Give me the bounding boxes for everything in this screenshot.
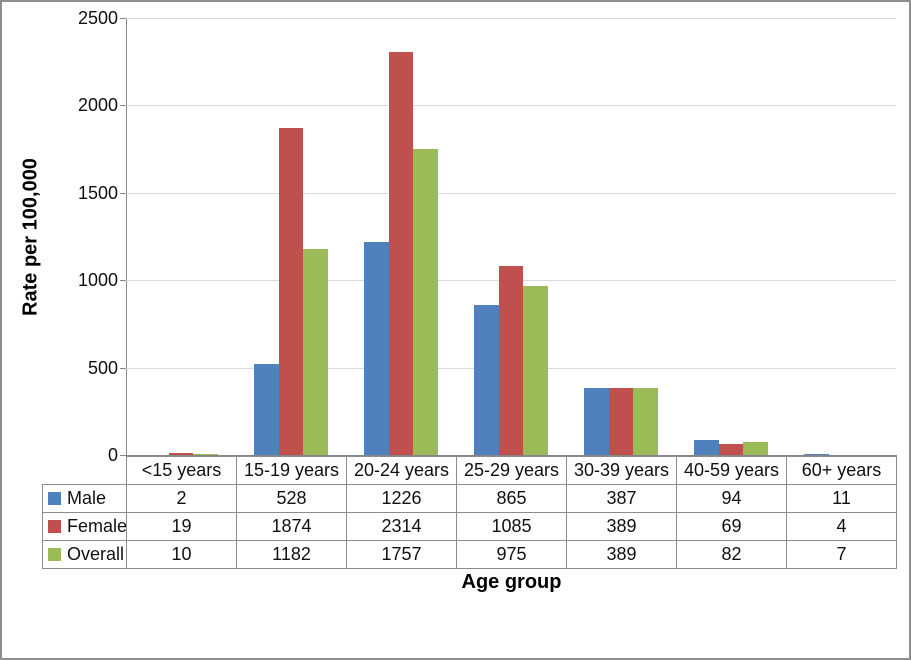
data-table: <15 years 15-19 years 20-24 years 25-29 yea… [42, 456, 897, 569]
bar-female-15-19-years [278, 128, 304, 456]
x-axis-line [126, 455, 897, 456]
legend-label-male: Male [67, 488, 107, 508]
table-row-male: Male 2 528 1226 865 387 94 11 [42, 484, 897, 513]
bar-male-20-24-years [364, 241, 389, 456]
bar-male-15-19-years [254, 363, 279, 456]
y-tick-label-1500: 1500 [77, 182, 118, 203]
bar-overall-15-19-years [303, 249, 328, 456]
bar-female-15-years [168, 452, 194, 456]
y-tick-mark-1000 [120, 280, 126, 282]
table-value-female-60+-years: 4 [786, 512, 897, 541]
category-header-15-years: <15 years [126, 456, 237, 485]
y-tick-label-2000: 2000 [77, 95, 118, 116]
bar-overall-20-24-years [413, 148, 438, 456]
legend-swatch-male [48, 492, 61, 505]
legend-swatch-overall [48, 548, 61, 561]
table-row-female: Female 19 1874 2314 1085 389 69 4 [42, 512, 897, 541]
legend-cell-female: Female [42, 512, 127, 541]
legend-cell-male: Male [42, 484, 127, 513]
y-tick-mark-2500 [120, 18, 126, 19]
y-tick-label-1000: 1000 [77, 270, 118, 291]
table-value-overall-15-19-years: 1182 [236, 540, 347, 569]
bar-overall-25-29-years [523, 285, 548, 456]
bar-female-25-29-years [498, 266, 524, 456]
y-axis-line [126, 18, 127, 456]
table-value-overall-60+-years: 7 [786, 540, 897, 569]
table-value-female-15-19-years: 1874 [236, 512, 347, 541]
x-axis-title: Age group [461, 571, 562, 593]
category-header-15-19-years: 15-19 years [236, 456, 347, 485]
legend-label-overall: Overall [67, 544, 125, 564]
legend-label-female: Female [67, 516, 127, 536]
category-header-25-29-years: 25-29 years [456, 456, 567, 485]
legend-cell-overall: Overall [42, 540, 127, 569]
y-tick-label-0: 0 [107, 445, 118, 465]
table-value-male-25-29-years: 865 [456, 484, 567, 513]
category-header-60+-years: 60+ years [786, 456, 897, 485]
table-value-male-60+-years: 11 [786, 484, 897, 513]
y-tick-mark-500 [120, 367, 126, 369]
table-value-female-40-59-years: 69 [676, 512, 787, 541]
bar-male-40-59-years [694, 439, 719, 456]
table-value-female-20-24-years: 2314 [346, 512, 457, 541]
bar-overall-40-59-years [743, 441, 768, 456]
legend-swatch-female [48, 520, 61, 533]
table-value-overall-20-24-years: 1757 [346, 540, 457, 569]
bar-female-30-39-years [608, 388, 634, 456]
bar-female-40-59-years [718, 443, 744, 456]
gridline-2000 [126, 105, 896, 107]
table-value-male-40-59-years: 94 [676, 484, 787, 513]
plot-area [126, 18, 896, 456]
bar-male-25-29-years [474, 304, 499, 456]
table-value-overall-25-29-years: 975 [456, 540, 567, 569]
table-corner-spacer [43, 457, 127, 485]
y-tick-label-500: 500 [87, 357, 118, 378]
y-tick-mark-1500 [120, 192, 126, 194]
table-value-male-20-24-years: 1226 [346, 484, 457, 513]
table-row-overall: Overall 10 1182 1757 975 389 82 7 [42, 540, 897, 569]
table-value-female-25-29-years: 1085 [456, 512, 567, 541]
table-value-female-30-39-years: 389 [566, 512, 677, 541]
bar-overall-30-39-years [633, 388, 658, 456]
bar-male-30-39-years [584, 388, 609, 456]
y-tick-mark-0 [120, 455, 126, 456]
table-value-overall-40-59-years: 82 [676, 540, 787, 569]
category-header-30-39-years: 30-39 years [566, 456, 677, 485]
y-tick-label-2500: 2500 [77, 8, 118, 28]
category-header-20-24-years: 20-24 years [346, 456, 457, 485]
category-header-40-59-years: 40-59 years [676, 456, 787, 485]
table-value-male-30-39-years: 387 [566, 484, 677, 513]
gridline-2500 [126, 18, 896, 19]
table-value-overall-15-years: 10 [126, 540, 237, 569]
table-value-male-15-years: 2 [126, 484, 237, 513]
table-value-female-15-years: 19 [126, 512, 237, 541]
table-value-male-15-19-years: 528 [236, 484, 347, 513]
table-value-overall-30-39-years: 389 [566, 540, 677, 569]
bar-female-20-24-years [388, 51, 414, 456]
gridline-1500 [126, 192, 896, 194]
y-tick-mark-2000 [120, 105, 126, 107]
table-header-row: <15 years 15-19 years 20-24 years 25-29 yea… [43, 456, 897, 485]
